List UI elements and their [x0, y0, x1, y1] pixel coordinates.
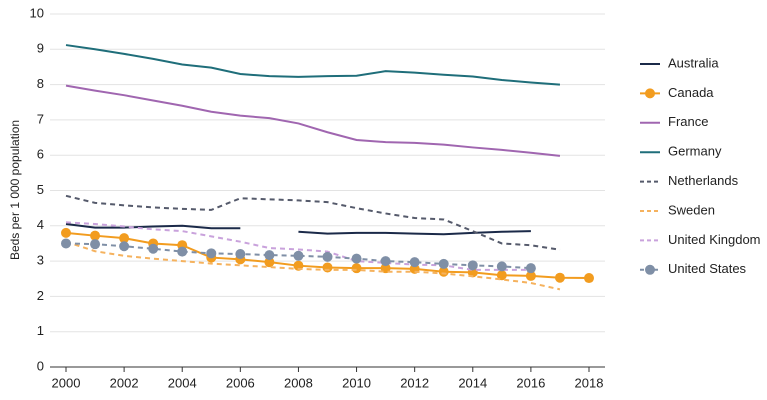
y-tick-label: 9	[37, 41, 44, 56]
y-tick-label: 7	[37, 111, 44, 126]
point	[554, 272, 565, 283]
legend-label: United Kingdom	[668, 232, 761, 247]
x-tick-label: 2002	[110, 375, 139, 390]
x-tick-label: 2000	[52, 375, 81, 390]
legend-label: United States	[668, 261, 747, 276]
point	[235, 249, 246, 260]
legend-label: Netherlands	[668, 173, 739, 188]
y-tick-label: 8	[37, 76, 44, 91]
point	[322, 262, 333, 273]
legend-marker	[645, 264, 655, 275]
point	[148, 243, 159, 254]
y-tick-label: 6	[37, 147, 44, 162]
y-tick-label: 5	[37, 182, 44, 197]
series-line	[65, 84, 561, 157]
y-tick-label: 10	[30, 5, 44, 20]
x-tick-label: 2010	[342, 375, 371, 390]
point	[177, 246, 188, 257]
point	[380, 256, 391, 267]
y-tick-label: 3	[37, 253, 44, 268]
legend-label: Sweden	[668, 202, 715, 217]
point	[206, 248, 217, 259]
legend-marker	[645, 88, 655, 99]
point	[293, 250, 304, 261]
x-tick-label: 2004	[168, 375, 197, 390]
legend-label: Canada	[668, 85, 714, 100]
point	[264, 257, 275, 268]
point	[409, 257, 420, 268]
x-tick-label: 2014	[458, 375, 487, 390]
point	[467, 260, 478, 271]
point	[61, 238, 71, 249]
point	[264, 250, 275, 261]
x-tick-label: 2006	[226, 375, 255, 390]
point	[322, 251, 333, 262]
series-line	[65, 223, 531, 236]
point	[525, 270, 536, 281]
series-line	[65, 240, 561, 291]
y-axis-label: Beds per 1 000 population	[8, 120, 22, 260]
legend-label: Germany	[668, 144, 722, 159]
point	[119, 241, 130, 252]
series-line	[65, 44, 561, 86]
x-tick-label: 2018	[575, 375, 604, 390]
x-tick-label: 2016	[516, 375, 545, 390]
series-line	[65, 194, 561, 251]
point	[351, 263, 362, 274]
legend-label: France	[668, 114, 708, 129]
series-line	[65, 242, 531, 270]
legend-label: Australia	[668, 55, 719, 70]
y-tick-label: 2	[37, 288, 44, 303]
x-tick-label: 2008	[284, 375, 313, 390]
y-tick-label: 1	[37, 323, 44, 338]
point	[496, 270, 507, 281]
y-tick-label: 0	[37, 358, 44, 373]
point	[496, 261, 507, 272]
point	[525, 263, 536, 274]
series-line	[65, 221, 531, 271]
x-tick-label: 2012	[400, 375, 429, 390]
y-tick-label: 4	[37, 217, 44, 232]
point	[584, 273, 594, 284]
point	[119, 233, 130, 244]
point	[438, 258, 449, 269]
point	[90, 230, 101, 241]
point	[90, 239, 101, 250]
point	[61, 227, 71, 238]
point	[351, 253, 362, 264]
